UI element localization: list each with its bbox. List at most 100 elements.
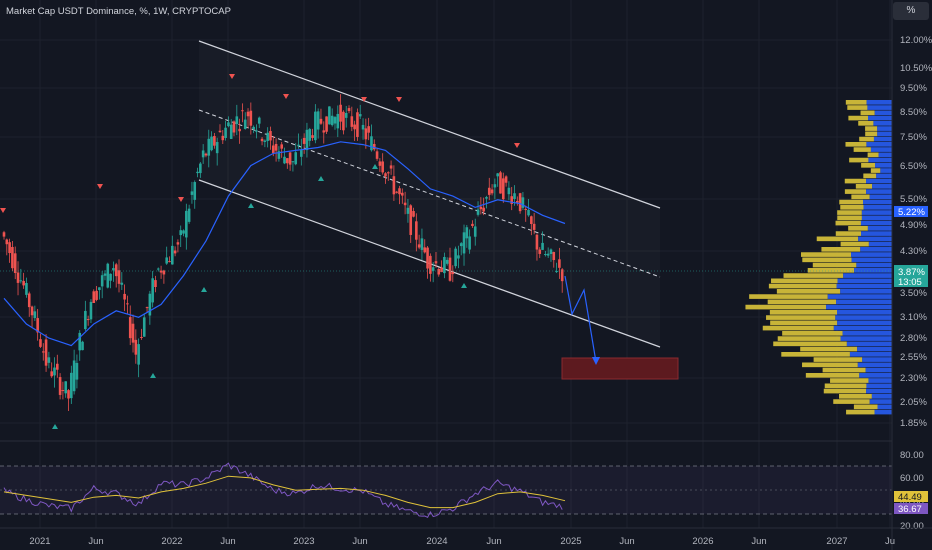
volume-profile-bar-up xyxy=(833,399,870,404)
volume-profile-bar-down xyxy=(826,304,892,310)
candle-body xyxy=(555,271,558,273)
time-tick-label: Jun xyxy=(751,536,766,547)
volume-profile-bar-down xyxy=(877,126,892,131)
candle-body xyxy=(420,238,424,250)
candle-body xyxy=(431,267,435,271)
candle-body xyxy=(398,188,401,195)
channel-upper-line xyxy=(198,40,661,209)
candle-body xyxy=(283,156,286,164)
rsi-ma-line xyxy=(3,475,566,509)
volume-profile-bar-up xyxy=(835,231,862,236)
volume-profile-bar-up xyxy=(865,131,878,137)
candle-body xyxy=(39,339,42,347)
time-tick-label: Jun xyxy=(352,536,367,547)
volume-profile-bar-down xyxy=(857,362,892,368)
volume-profile-bar-down xyxy=(862,199,892,205)
time-tick-label: Jun xyxy=(220,536,235,547)
candle-body xyxy=(120,282,124,285)
candle-body xyxy=(41,351,45,353)
candle-body xyxy=(142,317,146,337)
volume-profile-bar-up xyxy=(861,163,876,168)
volume-profile-bar-down xyxy=(837,278,892,284)
candle-body xyxy=(109,273,112,281)
candle-body xyxy=(5,239,9,245)
candle-body xyxy=(176,242,180,245)
percent-scale-button[interactable]: % xyxy=(893,2,929,20)
candle-body xyxy=(260,138,264,142)
candle-body xyxy=(437,268,441,275)
rsi-tick-label: 20.00 xyxy=(900,521,924,532)
volume-profile-bar-up xyxy=(863,173,877,179)
candle-body xyxy=(179,230,183,236)
ma-price-tag xyxy=(894,206,928,217)
candle-body xyxy=(2,232,6,237)
candle-body xyxy=(98,287,101,291)
price-tick-label: 5.50% xyxy=(900,194,927,205)
candle-body xyxy=(344,112,348,118)
time-tick-label: Ju xyxy=(885,536,895,547)
candle-body xyxy=(215,142,219,154)
volume-profile-bar-down xyxy=(873,136,892,142)
volume-profile-bar-down xyxy=(862,357,892,362)
volume-profile-bar-down xyxy=(865,367,892,373)
candle-body xyxy=(86,319,90,321)
volume-profile-bar-down xyxy=(835,315,892,320)
candle-body xyxy=(473,226,477,237)
pivot-markers xyxy=(0,74,520,429)
volume-profile-bar-down xyxy=(860,247,892,252)
candle-body xyxy=(459,243,463,247)
volume-profile-bar-down xyxy=(874,409,892,415)
candle-body xyxy=(190,191,194,195)
candle-body xyxy=(25,283,28,295)
candle-body xyxy=(232,121,236,133)
volume-profile-bar-up xyxy=(846,409,875,415)
price-tick-label: 2.30% xyxy=(900,373,927,384)
candle-body xyxy=(328,106,331,125)
pivot-low-marker xyxy=(248,203,254,208)
candle-body xyxy=(493,184,497,188)
candle-body xyxy=(319,118,323,124)
volume-profile-bar-up xyxy=(844,189,867,194)
candle-body xyxy=(213,136,216,146)
volume-profile-bar-up xyxy=(848,115,869,121)
volume-profile-bar-down xyxy=(833,325,892,331)
volume-profile-bar-up xyxy=(822,367,866,373)
candle-body xyxy=(103,273,107,276)
volume-profile-bar-down xyxy=(867,105,892,110)
volume-profile-bar-down xyxy=(842,331,892,336)
volume-profile-bar-up xyxy=(781,352,850,357)
candle-body xyxy=(384,173,387,177)
candle-body xyxy=(367,126,370,133)
volume-profile-bar-up xyxy=(870,168,881,173)
time-tick-label: 2026 xyxy=(692,536,713,547)
candle-body xyxy=(266,132,269,141)
candle-body xyxy=(196,171,199,174)
pivot-low-marker xyxy=(150,373,156,378)
candle-body xyxy=(429,255,432,274)
volume-profile-bar-up xyxy=(776,289,841,294)
volume-profile-bar-up xyxy=(762,325,834,331)
candle-body xyxy=(504,176,508,183)
projection-path xyxy=(564,275,597,363)
volume-profile-bar-down xyxy=(875,163,892,168)
projection-arrowhead xyxy=(592,357,600,365)
candle-body xyxy=(426,247,429,269)
volume-profile-bar-down xyxy=(866,189,892,194)
candle-body xyxy=(375,151,379,159)
price-candles xyxy=(2,94,564,412)
candle-body xyxy=(162,270,166,275)
candle-body xyxy=(530,216,533,224)
candle-body xyxy=(218,130,222,133)
volume-profile-bar-down xyxy=(866,388,892,394)
candle-body xyxy=(445,259,449,264)
volume-profile-bar-down xyxy=(872,184,892,189)
pivot-low-marker xyxy=(461,283,467,288)
volume-profile-bar-down xyxy=(861,231,892,236)
candle-body xyxy=(224,127,227,138)
price-tick-label: 3.10% xyxy=(900,312,927,323)
candle-body xyxy=(134,339,138,355)
volume-profile-bar-down xyxy=(840,336,892,341)
candle-body xyxy=(257,117,261,124)
volume-profile-bar-down xyxy=(858,236,892,242)
candle-body xyxy=(112,268,115,271)
